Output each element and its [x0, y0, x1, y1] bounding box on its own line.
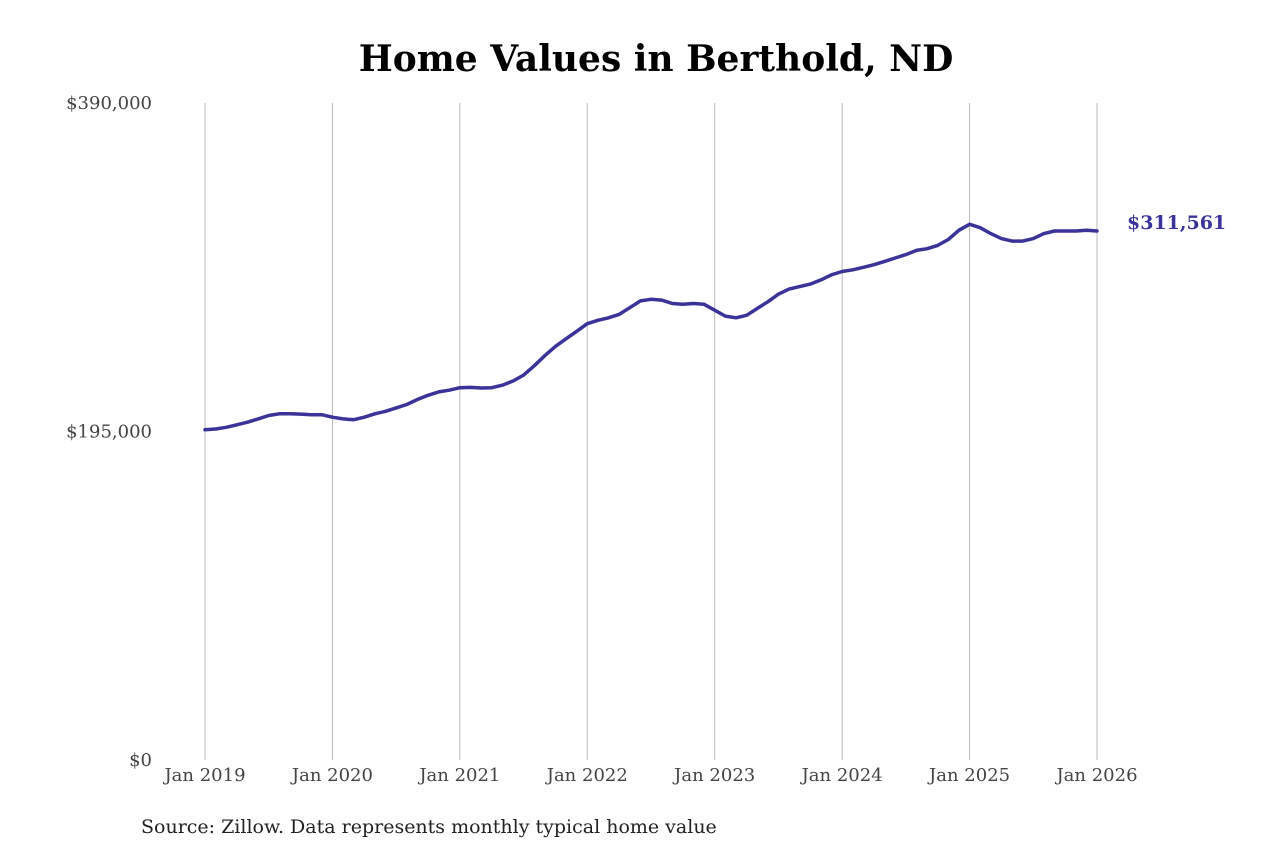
- y-tick-label: $390,000: [66, 93, 152, 114]
- x-tick-label: Jan 2022: [545, 765, 628, 786]
- source-note: Source: Zillow. Data represents monthly …: [141, 816, 717, 838]
- x-tick-label: Jan 2026: [1054, 765, 1137, 786]
- x-tick-label: Jan 2021: [417, 765, 500, 786]
- x-tick-label: Jan 2023: [672, 765, 755, 786]
- x-tick-label: Jan 2025: [927, 765, 1010, 786]
- chart-title: Home Values in Berthold, ND: [358, 38, 954, 80]
- x-axis-ticks: Jan 2019 Jan 2020 Jan 2021 Jan 2022 Jan 2023…: [162, 765, 1137, 786]
- series-line: [203, 222, 1099, 432]
- x-tick-label: Jan 2020: [290, 765, 373, 786]
- end-value-label: $311,561: [1127, 212, 1226, 234]
- y-axis-ticks: $0 $195,000 $390,000: [66, 93, 152, 771]
- y-tick-label: $195,000: [66, 422, 152, 443]
- grid-lines: [204, 103, 1098, 760]
- x-tick-label: Jan 2024: [800, 765, 883, 786]
- y-tick-label: $0: [129, 750, 152, 771]
- x-tick-label: Jan 2019: [162, 765, 245, 786]
